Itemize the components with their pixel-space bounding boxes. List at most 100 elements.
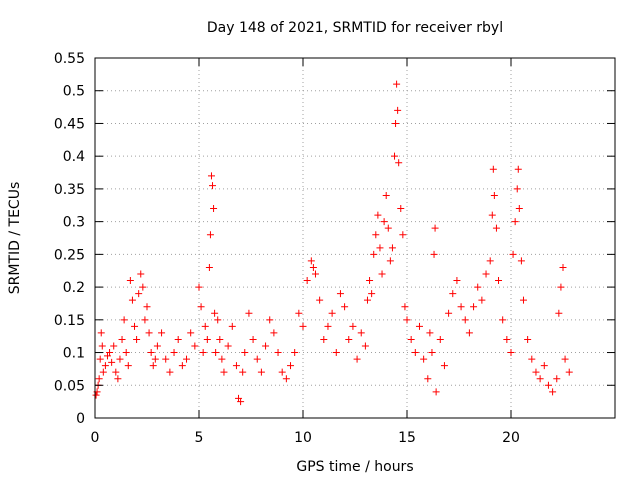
y-tick-label: 0.4 [63, 149, 85, 165]
data-point [307, 257, 315, 265]
data-point [401, 303, 409, 311]
y-tick-label: 0.35 [54, 182, 85, 198]
data-point [124, 362, 132, 370]
data-point [220, 368, 228, 376]
data-point [382, 191, 390, 199]
data-point [137, 270, 145, 278]
data-point [449, 290, 457, 298]
data-point [274, 349, 282, 357]
data-point [357, 329, 365, 337]
data-point [336, 290, 344, 298]
data-point [299, 322, 307, 330]
data-point [345, 335, 353, 343]
data-point [210, 205, 218, 213]
x-tick-label: 0 [91, 430, 100, 446]
data-point [162, 355, 170, 363]
data-point [353, 355, 361, 363]
data-point [461, 316, 469, 324]
data-point [232, 362, 240, 370]
data-point [549, 388, 557, 396]
data-point [411, 349, 419, 357]
data-point [349, 322, 357, 330]
data-point [457, 303, 465, 311]
data-point [363, 296, 371, 304]
data-point [120, 316, 128, 324]
data-point [266, 316, 274, 324]
data-point [270, 329, 278, 337]
data-point [311, 270, 319, 278]
data-point [553, 375, 561, 383]
data-point [257, 368, 265, 376]
grid-layer [95, 58, 615, 418]
data-point [540, 362, 548, 370]
data-point [112, 368, 120, 376]
data-point [384, 224, 392, 232]
data-point [122, 349, 130, 357]
data-point [559, 263, 567, 271]
data-point [536, 375, 544, 383]
data-point [245, 309, 253, 317]
data-point [392, 119, 400, 127]
ticks-layer: 0 0.05 0.1 0.15 0.2 0.25 0.3 0.35 0.4 0.45 0.5 0.55… [54, 51, 615, 446]
data-point [287, 362, 295, 370]
data-point [95, 375, 103, 383]
data-point [207, 172, 215, 180]
data-point [361, 342, 369, 350]
data-point [118, 335, 126, 343]
data-point [97, 329, 105, 337]
data-point [201, 322, 209, 330]
data-point [303, 277, 311, 285]
data-point [453, 277, 461, 285]
data-point [386, 257, 394, 265]
data-point [133, 335, 141, 343]
data-point [101, 362, 109, 370]
x-axis-label: GPS time / hours [296, 459, 413, 475]
data-point [178, 362, 186, 370]
plot-frame [94, 57, 616, 419]
data-point [99, 368, 107, 376]
data-point [126, 277, 134, 285]
data-point [224, 342, 232, 350]
data-point [309, 263, 317, 271]
data-point [166, 368, 174, 376]
y-tick-label: 0.55 [54, 51, 85, 67]
data-point [388, 244, 396, 252]
data-point [517, 257, 525, 265]
data-point [291, 349, 299, 357]
data-point [241, 349, 249, 357]
y-tick-label: 0.45 [54, 116, 85, 132]
data-point [519, 296, 527, 304]
x-tick-label: 10 [294, 430, 312, 446]
x-tick-label: 15 [398, 430, 416, 446]
data-points-layer [92, 80, 573, 406]
data-point [368, 290, 376, 298]
y-tick-label: 0.15 [54, 313, 85, 329]
data-point [262, 342, 270, 350]
data-point [407, 335, 415, 343]
data-point [320, 335, 328, 343]
data-point [149, 362, 157, 370]
data-point [199, 349, 207, 357]
data-point [532, 368, 540, 376]
data-point [544, 381, 552, 389]
data-point [174, 335, 182, 343]
data-point [108, 358, 116, 366]
data-point [403, 316, 411, 324]
y-tick-label: 0.2 [63, 280, 85, 296]
data-point [372, 231, 380, 239]
data-point [440, 362, 448, 370]
data-point [324, 322, 332, 330]
y-tick-label: 0 [76, 411, 85, 427]
data-point [239, 368, 247, 376]
data-point [216, 335, 224, 343]
data-point [316, 296, 324, 304]
x-tick-label: 5 [195, 430, 204, 446]
data-point [197, 303, 205, 311]
data-point [341, 303, 349, 311]
data-point [426, 329, 434, 337]
data-point [370, 250, 378, 258]
data-point [474, 283, 482, 291]
data-point [555, 309, 563, 317]
data-point [394, 106, 402, 114]
